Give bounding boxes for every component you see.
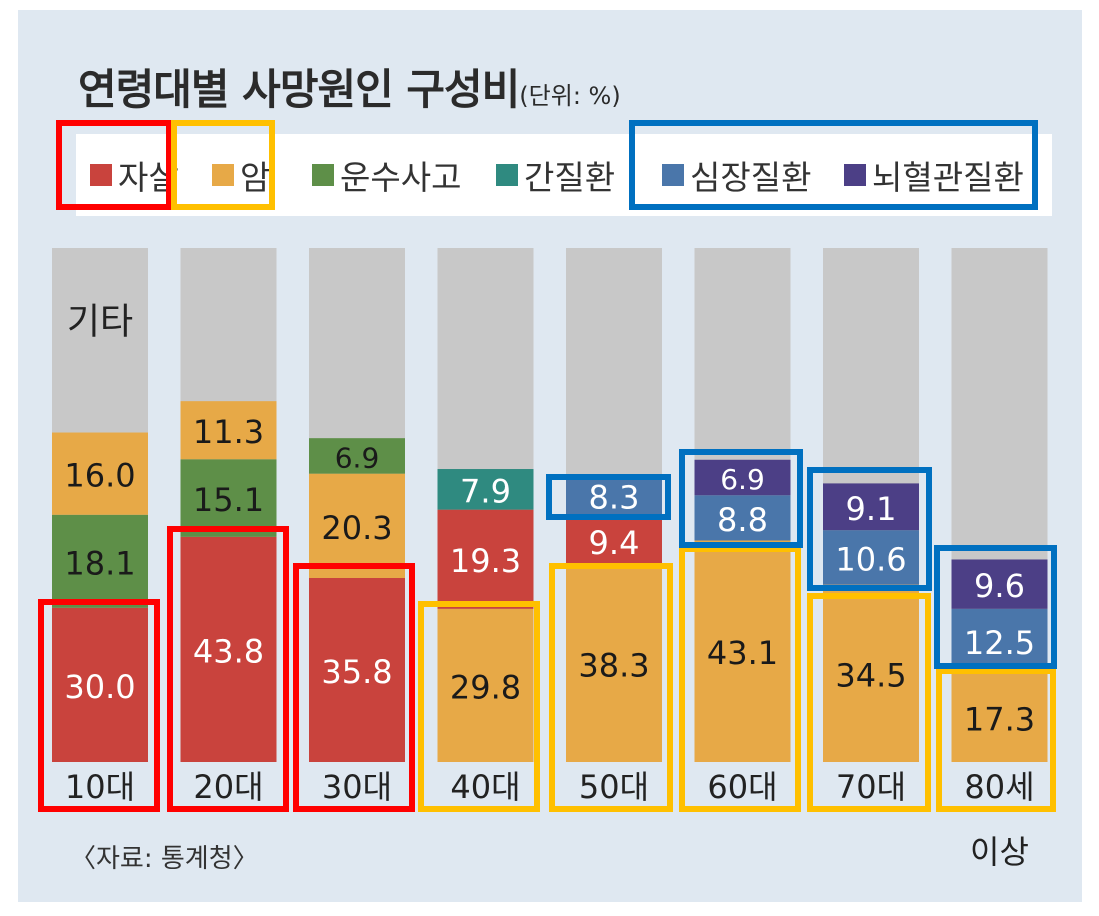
- data-label-cancer-7: 17.3: [964, 701, 1035, 739]
- data-label-suicide-3: 19.3: [450, 542, 521, 580]
- bar-segment-suicide-0: [52, 607, 148, 762]
- bar-segment-cerebrovascular-disease-6: [823, 483, 919, 531]
- other-label: 기타: [67, 302, 133, 343]
- legend-label-traffic-accident: 운수사고: [340, 158, 462, 197]
- bar-segment-suicide-3: [437, 509, 534, 609]
- data-label-cancer-2: 20.3: [321, 509, 392, 547]
- unit-label: (단위: %): [519, 82, 621, 110]
- legend-item-cancer: 암: [212, 134, 270, 216]
- legend-label-cerebrovascular-disease: 뇌혈관질환: [872, 158, 1024, 197]
- category-label-2: 30대: [322, 768, 392, 806]
- bar-segment-heart-disease-5: [694, 495, 791, 541]
- data-label-cancer-1: 11.3: [193, 413, 264, 451]
- bar-segment-liver-disease-3: [437, 469, 534, 510]
- bar-segment-traffic-accident-1: [180, 459, 277, 537]
- data-label-liver-disease-3: 7.9: [460, 472, 511, 510]
- bar-segment-cerebrovascular-disease-7: [951, 559, 1048, 609]
- legend: 자살 암 운수사고 간질환 심장질환 뇌혈관질환: [76, 134, 1052, 216]
- bar-segment-cancer-3: [437, 608, 534, 762]
- bar-segment-traffic-accident-0: [52, 514, 148, 608]
- data-label-cancer-5: 43.1: [707, 634, 778, 672]
- data-label-suicide-1: 43.8: [193, 632, 264, 670]
- bar-segment-suicide-1: [180, 536, 277, 762]
- category-label-6: 70대: [836, 768, 906, 806]
- legend-label-heart-disease: 심장질환: [690, 158, 812, 197]
- chart-title: 연령대별 사망원인 구성비(단위: %): [78, 56, 621, 117]
- data-label-heart-disease-5: 8.8: [717, 501, 768, 539]
- bar-segment-cancer-0: [52, 432, 148, 515]
- data-label-suicide-4: 9.4: [589, 524, 640, 562]
- legend-label-cancer: 암: [240, 158, 271, 197]
- category-label-7-line2: 이상: [970, 833, 1029, 871]
- bar-segment-heart-disease-6: [823, 530, 919, 585]
- data-label-traffic-accident-1: 15.1: [193, 481, 264, 519]
- data-label-heart-disease-6: 10.6: [835, 540, 906, 578]
- data-label-cancer-6: 34.5: [835, 656, 906, 694]
- bar-segment-heart-disease-7: [951, 608, 1048, 674]
- legend-swatch-heart-disease: [662, 164, 684, 186]
- legend-swatch-cerebrovascular-disease: [844, 164, 866, 186]
- legend-swatch-cancer: [212, 164, 234, 186]
- data-label-cerebrovascular-disease-5: 6.9: [720, 463, 765, 496]
- legend-swatch-liver-disease: [496, 164, 518, 186]
- bar-segment-cancer-4: [566, 565, 662, 762]
- category-label-3: 40대: [450, 768, 520, 806]
- legend-label-liver-disease: 간질환: [524, 158, 616, 197]
- category-label-7: 80세: [964, 768, 1034, 806]
- data-label-suicide-0: 30.0: [64, 668, 135, 706]
- legend-item-traffic-accident: 운수사고: [312, 134, 461, 216]
- data-label-cerebrovascular-disease-7: 9.6: [974, 567, 1025, 605]
- legend-item-cerebrovascular-disease: 뇌혈관질환: [844, 134, 1024, 216]
- category-label-5: 60대: [707, 768, 777, 806]
- bar-segment-cancer-5: [694, 540, 791, 762]
- bar-segment-cancer-1: [180, 401, 277, 460]
- legend-swatch-suicide: [90, 164, 112, 186]
- data-label-heart-disease-7: 12.5: [964, 624, 1035, 662]
- category-label-0: 10대: [65, 768, 135, 806]
- bar-segment-cancer-2: [309, 473, 405, 578]
- category-label-1: 20대: [193, 768, 263, 806]
- bar-segment-suicide-2: [309, 577, 405, 762]
- bar-segment-cancer-6: [823, 584, 919, 762]
- chart-title-text: 연령대별 사망원인 구성비: [78, 65, 520, 114]
- category-label-4: 50대: [579, 768, 649, 806]
- bar-segment-traffic-accident-2: [309, 438, 405, 474]
- data-label-cerebrovascular-disease-6: 9.1: [846, 490, 897, 528]
- legend-swatch-traffic-accident: [312, 164, 334, 186]
- data-label-suicide-2: 35.8: [321, 653, 392, 691]
- bar-segment-suicide-4: [566, 516, 662, 566]
- source-note: 〈자료: 통계청〉: [70, 844, 259, 874]
- legend-item-liver-disease: 간질환: [496, 134, 615, 216]
- data-label-heart-disease-4: 8.3: [589, 478, 640, 516]
- data-label-cancer-4: 38.3: [578, 647, 649, 685]
- bar-segment-cerebrovascular-disease-5: [694, 459, 791, 496]
- data-label-traffic-accident-2: 6.9: [335, 441, 380, 474]
- bar-segment-cancer-7: [951, 673, 1048, 762]
- legend-item-heart-disease: 심장질환: [662, 134, 811, 216]
- data-label-traffic-accident-0: 18.1: [64, 544, 135, 582]
- data-label-cancer-3: 29.8: [450, 668, 521, 706]
- data-label-cancer-0: 16.0: [64, 457, 135, 495]
- bar-segment-heart-disease-4: [566, 474, 662, 517]
